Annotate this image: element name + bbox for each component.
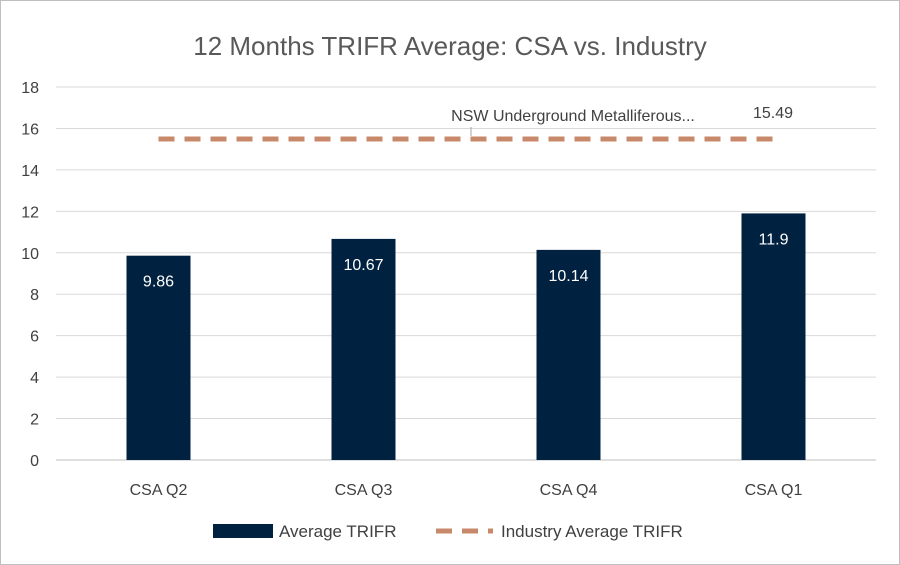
data-label: 10.67: [343, 257, 383, 274]
x-tick-label: CSA Q4: [540, 482, 598, 499]
bar-series: 9.86 10.67 10.14 11.9: [126, 213, 806, 460]
y-tick-label: 6: [30, 329, 39, 346]
industry-line: NSW Underground Metalliferous... 15.49: [158, 105, 793, 142]
y-tick-label: 2: [30, 412, 39, 429]
y-tick-label: 12: [21, 204, 39, 221]
y-tick-label: 18: [21, 80, 39, 97]
y-tick-label: 10: [21, 246, 39, 263]
value-annotation: 15.49: [753, 105, 793, 122]
bar: [536, 249, 601, 460]
series-name-annotation: NSW Underground Metalliferous...: [451, 108, 695, 125]
data-label: 9.86: [143, 274, 174, 291]
x-tick-label: CSA Q3: [335, 482, 393, 499]
y-tick-label: 16: [21, 121, 39, 138]
y-tick-label: 4: [30, 370, 39, 387]
x-tick-label: CSA Q2: [130, 482, 188, 499]
y-tick-label: 0: [30, 453, 39, 470]
gridlines: [56, 86, 876, 461]
bar: [126, 255, 191, 460]
bar: [741, 213, 806, 460]
bar: [331, 238, 396, 460]
y-tick-label: 14: [21, 163, 39, 180]
chart-title: 12 Months TRIFR Average: CSA vs. Industr…: [193, 31, 707, 61]
y-axis-ticks: 0 2 4 6 8 10 12 14 16 18: [21, 80, 39, 470]
legend-label: Industry Average TRIFR: [501, 522, 683, 541]
x-axis-labels: CSA Q2 CSA Q3 CSA Q4 CSA Q1: [130, 482, 803, 499]
data-label: 11.9: [759, 231, 789, 248]
data-label: 10.14: [548, 268, 588, 285]
y-tick-label: 8: [30, 287, 39, 304]
legend-swatch-bar: [213, 524, 273, 538]
legend-label: Average TRIFR: [279, 522, 396, 541]
legend: Average TRIFR Industry Average TRIFR: [213, 522, 683, 541]
x-tick-label: CSA Q1: [745, 482, 803, 499]
